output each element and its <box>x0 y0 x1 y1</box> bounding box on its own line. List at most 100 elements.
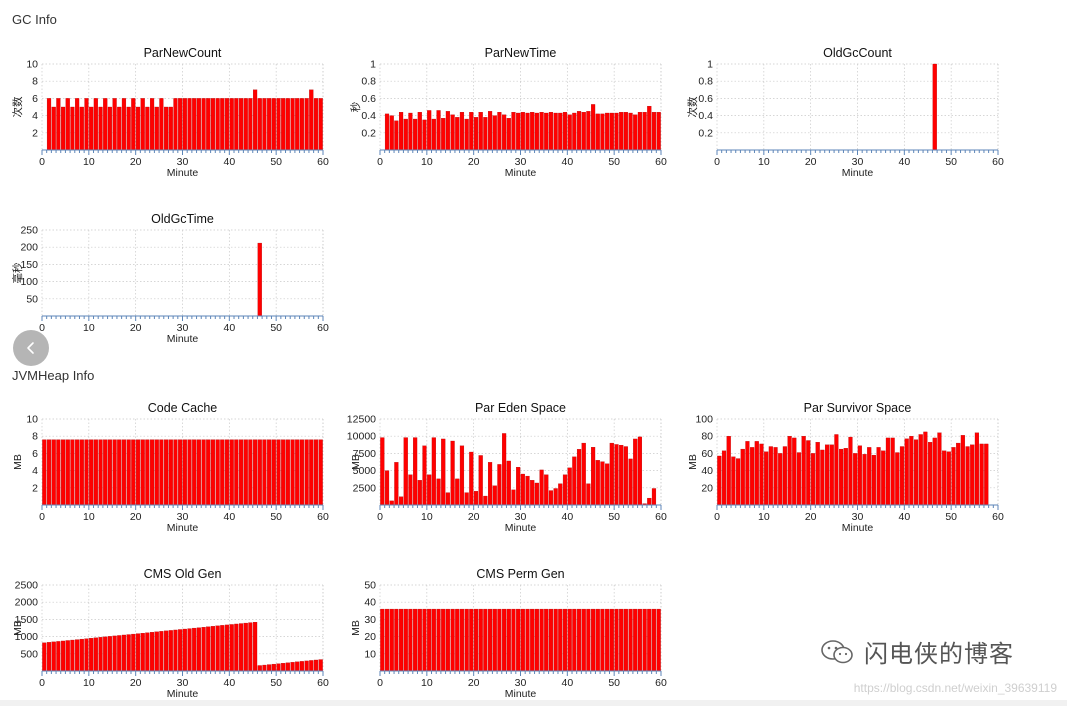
bar <box>605 463 610 506</box>
bar <box>248 98 253 151</box>
y-tick-label: 0.2 <box>361 127 376 139</box>
y-tick-label: 0.4 <box>698 110 713 122</box>
bar <box>469 112 474 151</box>
bar <box>84 638 89 672</box>
bar <box>234 623 239 672</box>
bar <box>61 640 66 672</box>
y-tick-label: 4 <box>32 110 38 122</box>
bar <box>525 112 530 151</box>
x-tick-label: 10 <box>83 511 95 523</box>
bar <box>581 608 586 672</box>
bar <box>642 112 647 151</box>
bar <box>431 608 436 672</box>
bar <box>492 608 497 672</box>
bar <box>56 641 61 672</box>
bar <box>539 469 544 506</box>
bar <box>384 608 390 672</box>
x-tick-label: 0 <box>39 511 45 523</box>
y-tick-label: 0.8 <box>361 76 376 88</box>
bar <box>586 111 591 151</box>
bar <box>131 633 136 672</box>
y-tick-label: 200 <box>20 242 38 254</box>
bar <box>487 608 493 672</box>
bar <box>647 105 652 151</box>
x-axis-title: Minute <box>167 333 199 345</box>
bar <box>89 638 94 672</box>
bar <box>224 439 230 506</box>
bar <box>187 439 192 506</box>
x-tick-label: 60 <box>317 322 329 334</box>
bar <box>932 63 937 151</box>
bar <box>829 444 834 506</box>
y-tick-label: 150 <box>20 259 38 271</box>
bar <box>389 608 394 672</box>
bar <box>313 98 319 151</box>
bar <box>140 98 145 151</box>
bar <box>544 112 549 151</box>
bar <box>530 608 535 672</box>
prev-button[interactable] <box>13 330 49 366</box>
bar <box>318 98 323 151</box>
x-tick-label: 50 <box>945 156 957 168</box>
bar <box>51 439 56 506</box>
bar <box>815 442 820 506</box>
bar <box>210 439 216 506</box>
bar <box>107 439 112 506</box>
bar <box>487 462 493 506</box>
y-tick-label: 50 <box>26 293 38 305</box>
bar <box>42 439 47 506</box>
chevron-left-icon <box>27 342 34 354</box>
bar <box>600 461 605 506</box>
bar <box>309 439 314 506</box>
x-tick-label: 10 <box>421 511 433 523</box>
bar <box>84 98 89 151</box>
bar <box>558 112 563 151</box>
bar <box>159 98 164 151</box>
watermark-logo: 闪电侠的博客 <box>820 634 1014 669</box>
x-tick-label: 40 <box>223 322 235 334</box>
y-tick-label: 100 <box>20 276 38 288</box>
x-axis-title: Minute <box>505 522 537 534</box>
x-axis-title: Minute <box>167 688 199 700</box>
y-tick-label: 4 <box>32 465 38 477</box>
bar <box>605 112 610 151</box>
bar <box>511 608 516 672</box>
x-tick-label: 30 <box>515 156 527 168</box>
bar <box>853 453 858 506</box>
bar <box>238 98 244 151</box>
bar <box>285 439 290 506</box>
bar <box>271 439 276 506</box>
bar <box>796 452 802 506</box>
oldgctime-svg: OldGcTime 50 100 150 200 250 0 10 20 30 40 50 60 Minu… <box>11 212 329 345</box>
bar <box>276 439 281 506</box>
bar <box>178 439 183 506</box>
bar <box>516 112 521 151</box>
bar <box>548 490 554 506</box>
chart-title: Par Eden Space <box>475 401 566 415</box>
bar <box>502 608 507 672</box>
bar <box>159 439 164 506</box>
bar <box>656 608 661 672</box>
bar <box>548 112 554 151</box>
bar <box>455 117 460 151</box>
bar <box>614 112 619 151</box>
y-tick-label: 1500 <box>15 614 39 626</box>
bar <box>970 444 975 506</box>
x-tick-label: 60 <box>655 156 667 168</box>
bar <box>609 442 614 506</box>
bar <box>450 608 455 672</box>
x-tick-label: 30 <box>177 156 189 168</box>
bar <box>413 437 418 506</box>
cmsperm-svg: CMS Perm Gen 10 20 30 40 50 0 10 20 30 40 50 60 Minut… <box>350 567 667 700</box>
bar <box>178 98 183 151</box>
bar <box>534 112 539 151</box>
bar <box>647 608 652 672</box>
y-tick-label: 12500 <box>347 414 376 426</box>
bar <box>98 637 103 672</box>
bar <box>276 663 281 672</box>
bar <box>740 448 745 506</box>
bar <box>121 439 127 506</box>
y-axis-title: MB <box>12 620 24 636</box>
x-axis-title: Minute <box>505 688 537 700</box>
bar <box>238 439 244 506</box>
